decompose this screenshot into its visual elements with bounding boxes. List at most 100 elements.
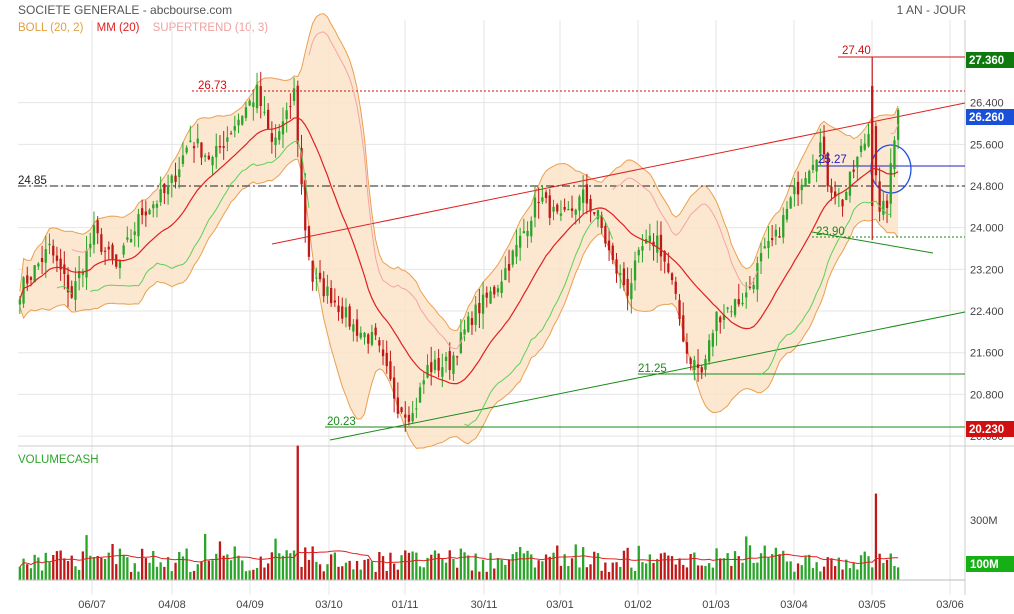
supertrend-seg	[226, 183, 232, 191]
price-badge-20.230: 20.230	[969, 424, 1004, 436]
supertrend-seg	[853, 205, 858, 211]
period-label[interactable]: 1 AN - JOUR	[896, 3, 966, 17]
volume-bar	[752, 562, 755, 580]
volume-bar	[763, 545, 766, 580]
candle-body	[563, 207, 566, 210]
volume-bar	[107, 552, 110, 580]
volume-bar	[852, 562, 855, 580]
legend-mm[interactable]: MM (20)	[96, 22, 140, 34]
volume-bar	[478, 571, 481, 580]
volume-bar	[274, 538, 277, 580]
candle-body	[730, 311, 733, 313]
candle-body	[496, 288, 500, 293]
volume-bar	[785, 561, 789, 580]
volume-bar	[85, 535, 88, 580]
volume-bar	[37, 557, 40, 580]
volume-bar	[122, 555, 125, 580]
candle-body	[522, 231, 525, 234]
supertrend-seg	[834, 238, 840, 247]
supertrend-seg	[604, 221, 610, 231]
annotation-24.85: 24.85	[18, 175, 47, 187]
volume-bar	[897, 567, 900, 580]
supertrend-seg	[105, 284, 109, 287]
volume-bar	[267, 563, 270, 580]
volume-bar	[515, 552, 518, 580]
candle-body	[456, 356, 459, 358]
candle-body	[533, 197, 537, 218]
supertrend-seg	[186, 254, 191, 262]
candle-body	[733, 299, 737, 316]
volume-bar	[556, 545, 559, 580]
supertrend-seg	[212, 209, 217, 216]
candle-body	[155, 203, 159, 208]
legend-boll[interactable]: BOLL (20, 2)	[18, 22, 84, 34]
volume-bar	[741, 562, 744, 580]
volume-bar	[44, 552, 47, 580]
price-tick-24.800: 24.800	[970, 181, 1004, 193]
volume-bar	[604, 562, 607, 580]
candle-body	[804, 178, 807, 187]
candle-body	[448, 351, 451, 371]
supertrend-seg	[86, 247, 91, 251]
candle-body	[233, 126, 236, 131]
volume-bar	[452, 559, 455, 580]
volume-bar	[493, 568, 496, 580]
candle-body	[367, 334, 370, 344]
supertrend-seg	[860, 201, 865, 204]
candle-body	[418, 387, 422, 403]
candle-body	[607, 240, 611, 251]
candle-body	[196, 138, 199, 144]
volume-bar	[652, 563, 655, 580]
candle-body	[126, 237, 129, 240]
supertrend-seg	[215, 202, 221, 210]
supertrend-seg	[275, 156, 280, 161]
volume-bar	[29, 568, 33, 580]
volume-bar	[489, 552, 492, 580]
volume-bar	[144, 558, 147, 580]
volume-bar	[771, 554, 774, 580]
candle-body	[278, 131, 281, 140]
volume-bar	[544, 554, 548, 580]
supertrend-seg	[608, 229, 614, 240]
volume-bar	[415, 552, 418, 580]
supertrend-seg	[656, 206, 662, 214]
volume-bar	[304, 547, 307, 580]
supertrend-seg	[553, 301, 558, 309]
volume-bar	[378, 552, 381, 580]
volume-bar	[155, 566, 159, 580]
supertrend-seg	[742, 283, 747, 288]
supertrend-seg	[753, 270, 758, 281]
date-tick-03/04: 03/04	[780, 599, 808, 611]
candle-body	[33, 265, 36, 283]
candle-body	[267, 109, 270, 129]
candle-body	[689, 358, 692, 364]
supertrend-seg	[749, 280, 755, 286]
candle-body	[704, 359, 707, 370]
volume-bar	[808, 554, 811, 580]
volume-bar	[355, 561, 359, 580]
legend-supertrend[interactable]: SUPERTREND (10, 3)	[152, 22, 269, 34]
volume-bar	[211, 560, 214, 580]
volume-bar	[318, 564, 322, 580]
volume-bar	[96, 556, 99, 580]
supertrend-seg	[623, 177, 628, 182]
volume-bar	[241, 560, 244, 580]
supertrend-seg	[349, 78, 354, 91]
volume-bar	[819, 571, 822, 580]
candle-body	[296, 85, 299, 144]
supertrend-seg	[352, 90, 358, 107]
price-tick-20.800: 20.800	[970, 389, 1004, 401]
supertrend-seg	[586, 223, 591, 231]
volume-bar	[63, 558, 66, 580]
volume-bar	[552, 552, 555, 580]
candle-body	[633, 260, 637, 281]
candle-body	[530, 220, 533, 237]
candle-body	[782, 215, 785, 238]
date-tick-01/03: 01/03	[702, 599, 730, 611]
candle-body	[745, 292, 748, 298]
supertrend-seg	[842, 225, 847, 234]
supertrend-seg	[245, 165, 250, 170]
candle-body	[218, 146, 222, 148]
candle-body	[55, 255, 59, 261]
